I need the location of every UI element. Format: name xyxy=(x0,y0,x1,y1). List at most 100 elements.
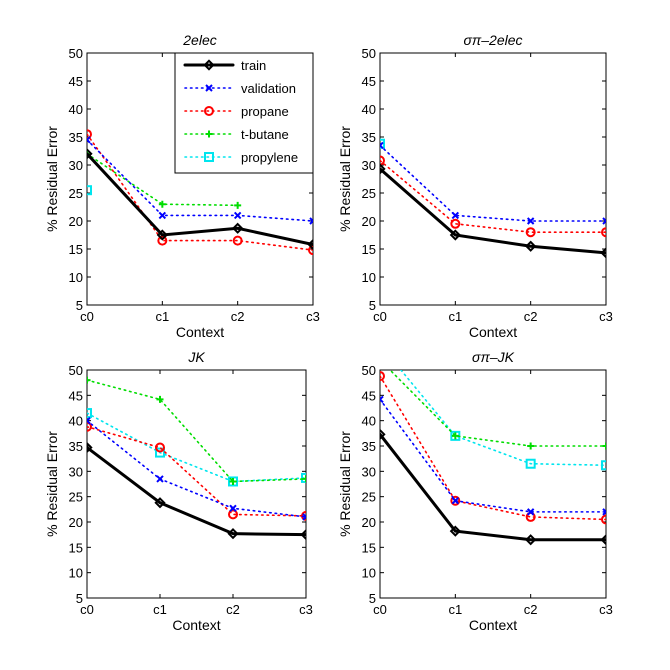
x-tick-label: c3 xyxy=(599,309,613,324)
series-line-validation xyxy=(380,398,606,513)
data-point-propane xyxy=(87,129,92,140)
chart-title: σπ–JK xyxy=(472,349,515,365)
legend-marker xyxy=(205,84,213,92)
y-tick-label: 5 xyxy=(76,298,83,313)
x-axis-label: Context xyxy=(469,324,517,340)
data-point-t-butane xyxy=(302,475,306,483)
panel-2: 5 10 15 20 25 30 35 40 45 50 c0 c1 c2 c3 σπ–2elec Conte… xyxy=(337,32,613,340)
data-point-train xyxy=(307,238,313,251)
chart-title: 2elec xyxy=(182,32,216,48)
data-point-t-butane xyxy=(87,150,91,158)
series-t-butane xyxy=(388,370,606,450)
data-point-train xyxy=(525,240,537,252)
data-point-validation xyxy=(302,513,306,521)
data-point-validation xyxy=(87,416,91,425)
y-tick-label: 35 xyxy=(362,130,376,145)
legend-item-propylene: propylene xyxy=(184,150,298,165)
y-tick-label: 35 xyxy=(362,439,376,454)
series-line-propane xyxy=(380,159,606,233)
data-point-propylene xyxy=(601,460,606,471)
data-point-validation xyxy=(526,508,535,516)
y-tick-label: 10 xyxy=(69,566,83,581)
series-validation xyxy=(87,136,313,225)
data-point-train xyxy=(87,148,93,160)
axes-box xyxy=(379,369,607,599)
legend-label: propane xyxy=(241,104,289,119)
data-point-validation xyxy=(309,217,313,225)
y-tick-label: 40 xyxy=(69,102,83,117)
data-point-propane xyxy=(450,495,461,506)
data-point-propylene xyxy=(87,185,92,196)
x-tick-label: c1 xyxy=(448,309,462,324)
data-point-propylene xyxy=(228,476,238,487)
legend-label: t-butane xyxy=(241,127,289,142)
data-point-train xyxy=(449,229,461,241)
series-line-train xyxy=(380,432,606,542)
panel-1: 5 10 15 20 25 30 35 40 45 50 c0 c1 c2 c3 2elec Context%… xyxy=(44,32,320,340)
x-axis-label: Context xyxy=(176,324,224,340)
legend: train validation propane t-butane propylene xyxy=(174,52,314,174)
x-tick-label: c3 xyxy=(299,602,313,617)
data-point-validation xyxy=(380,395,384,404)
series-t-butane xyxy=(87,376,306,485)
data-point-propylene xyxy=(87,408,92,419)
series-line-train xyxy=(380,167,606,255)
y-tick-label: 50 xyxy=(69,363,83,378)
y-tick-label: 50 xyxy=(362,363,376,378)
data-point-t-butane xyxy=(87,376,91,384)
x-tick-label: c1 xyxy=(155,309,169,324)
plot-area xyxy=(87,376,306,541)
y-tick-label: 20 xyxy=(69,515,83,530)
x-tick-label: c2 xyxy=(226,602,240,617)
y-tick-label: 30 xyxy=(362,464,376,479)
y-tick-label: 45 xyxy=(362,388,376,403)
data-point-propane xyxy=(450,218,461,229)
data-point-train xyxy=(300,529,306,541)
x-tick-label: c2 xyxy=(524,309,538,324)
data-point-train xyxy=(87,441,93,454)
series-line-validation xyxy=(87,419,306,518)
data-point-propane xyxy=(308,245,313,256)
data-point-validation xyxy=(602,508,606,516)
series-line-propylene xyxy=(399,370,606,467)
legend-label: propylene xyxy=(241,150,298,165)
y-tick-label: 45 xyxy=(69,74,83,89)
series-propane xyxy=(380,155,606,238)
y-tick-label: 30 xyxy=(362,158,376,173)
series-propane xyxy=(87,129,313,256)
x-tick-label: c0 xyxy=(80,602,94,617)
legend-marker xyxy=(204,106,214,116)
data-point-t-butane xyxy=(229,477,237,485)
data-point-t-butane xyxy=(158,200,166,208)
x-tick-label: c3 xyxy=(306,309,320,324)
y-tick-label: 10 xyxy=(362,270,376,285)
data-point-propylene xyxy=(301,472,306,483)
y-tick-label: 15 xyxy=(362,242,376,257)
y-tick-label: 20 xyxy=(69,214,83,229)
data-point-validation xyxy=(229,504,237,513)
data-point-propane xyxy=(157,235,168,246)
data-point-train xyxy=(600,247,606,259)
axes-box xyxy=(86,369,307,599)
y-axis-label: % Residual Error xyxy=(44,431,60,537)
legend-marker xyxy=(203,59,215,71)
y-tick-label: 5 xyxy=(369,298,376,313)
data-point-validation xyxy=(526,217,535,225)
y-tick-label: 35 xyxy=(69,439,83,454)
y-tick-label: 20 xyxy=(362,515,376,530)
y-tick-label: 5 xyxy=(369,591,376,606)
series-line-train xyxy=(87,446,306,537)
data-point-propylene xyxy=(525,458,536,469)
series-validation xyxy=(87,416,306,521)
legend-marker xyxy=(205,130,213,138)
y-tick-label: 25 xyxy=(69,186,83,201)
data-point-train xyxy=(449,525,461,537)
data-point-validation xyxy=(233,211,242,220)
y-tick-label: 15 xyxy=(362,540,376,555)
y-axis-label: % Residual Error xyxy=(337,126,353,232)
legend-item-train: train xyxy=(183,58,266,73)
series-line-validation xyxy=(87,139,313,222)
legend-item-validation: validation xyxy=(184,81,296,96)
data-point-validation xyxy=(87,136,91,144)
data-point-propylene xyxy=(155,447,165,458)
